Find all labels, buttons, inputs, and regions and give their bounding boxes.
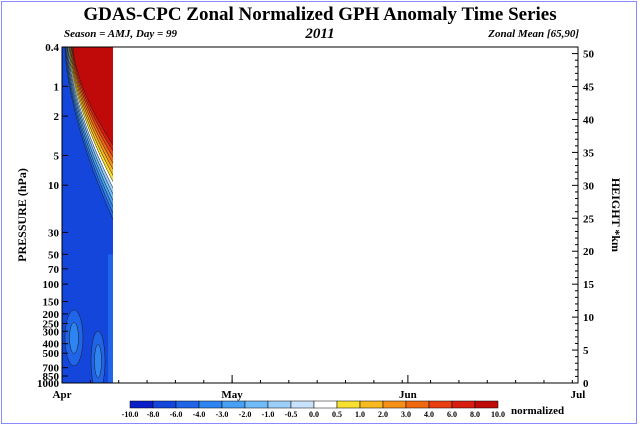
colorbar-swatch <box>290 400 315 409</box>
colorbar-level-label: 0.0 <box>309 410 319 419</box>
colorbar-swatch <box>313 400 338 409</box>
season-label: Season = AMJ, Day = 99 <box>64 28 177 40</box>
height-tick-label: 0 <box>583 378 589 390</box>
colorbar-level-label: 3.0 <box>401 410 411 419</box>
colorbar-level-label: -10.0 <box>122 410 139 419</box>
colorbar-swatch <box>267 400 292 409</box>
pressure-tick-label: 0.4 <box>45 42 59 54</box>
colorbar-level-label: 1.0 <box>355 410 365 419</box>
zonal-mean-label: Zonal Mean [65,90] <box>488 28 579 40</box>
height-axis-label: HEIGHT *km <box>609 178 623 252</box>
contour-pocket <box>94 344 102 378</box>
pressure-tick-label: 5 <box>54 150 60 162</box>
colorbar-level-label: 10.0 <box>491 410 505 419</box>
height-tick-label: 45 <box>583 82 595 94</box>
colorbar-swatch <box>221 400 246 409</box>
pressure-tick-label: 850 <box>43 371 60 383</box>
colorbar-level-label: -3.0 <box>216 410 229 419</box>
colorbar-level-label: -0.5 <box>285 410 298 419</box>
height-tick-label: 40 <box>583 114 595 126</box>
pressure-tick-label: 500 <box>43 348 60 360</box>
colorbar-unit-label: normalized <box>511 405 564 417</box>
height-tick-label: 10 <box>583 312 595 324</box>
height-axis: 0 5 10 15 20 25 30 35 40 45 50 <box>572 49 595 390</box>
pressure-tick-label: 2 <box>54 111 60 123</box>
height-tick-label: 30 <box>583 180 595 192</box>
pressure-tick-label: 70 <box>48 264 60 276</box>
height-tick-label: 5 <box>583 345 589 357</box>
colorbar-swatch <box>244 400 269 409</box>
height-tick-label: 15 <box>583 279 595 291</box>
plot-frame <box>61 46 579 384</box>
colorbar-level-label: -2.0 <box>239 410 252 419</box>
pressure-tick-label: 300 <box>43 326 60 338</box>
colorbar-swatch <box>129 400 154 409</box>
pressure-tick-label: 1000 <box>37 378 60 390</box>
pressure-tick-label: 10 <box>48 180 60 192</box>
colorbar-swatch <box>382 400 407 409</box>
data-area <box>62 47 114 383</box>
colorbar-swatch <box>428 400 453 409</box>
colorbar-level-label: 0.5 <box>332 410 342 419</box>
colorbar-swatch <box>405 400 430 409</box>
pressure-tick-label: 150 <box>43 297 60 309</box>
contour-pocket <box>69 322 79 354</box>
colorbar-level-label: -6.0 <box>170 410 183 419</box>
pressure-tick-label: 700 <box>43 363 60 375</box>
height-tick-label: 50 <box>583 49 595 61</box>
month-tick-label: Jul <box>571 389 586 401</box>
year-label: 2011 <box>305 26 335 42</box>
colorbar-swatch <box>336 400 361 409</box>
colorbar-swatch <box>152 400 177 409</box>
pressure-tick-label: 400 <box>43 339 60 351</box>
colorbar-level-label: 4.0 <box>424 410 434 419</box>
colorbar-level-label: -1.0 <box>262 410 275 419</box>
colorbar-swatch <box>359 400 384 409</box>
month-tick-label: Apr <box>53 389 72 401</box>
month-tick-label: May <box>221 389 243 401</box>
pressure-tick-label: 200 <box>43 309 60 321</box>
pressure-tick-label: 250 <box>43 318 60 330</box>
pressure-tick-label: 1 <box>54 81 60 93</box>
colorbar-level-label: 6.0 <box>447 410 457 419</box>
colorbar-swatch <box>474 400 499 409</box>
colorbar-level-label: -8.0 <box>147 410 160 419</box>
chart-title: GDAS-CPC Zonal Normalized GPH Anomaly Ti… <box>83 4 557 25</box>
pressure-axis-label: PRESSURE (hPa) <box>15 168 29 262</box>
height-tick-label: 35 <box>583 147 595 159</box>
height-tick-label: 25 <box>583 213 595 225</box>
time-axis: Apr May Jun Jul <box>53 375 586 401</box>
month-tick-label: Jun <box>399 389 417 401</box>
contour-band <box>108 254 114 383</box>
colorbar-level-label: 2.0 <box>378 410 388 419</box>
pressure-tick-label: 100 <box>43 279 60 291</box>
colorbar: -10.0 -8.0 -6.0 -4.0 -3.0 -2.0 -1.0 -0.5 0.0 0.5 1… <box>122 400 505 419</box>
colorbar-swatch <box>198 400 223 409</box>
pressure-tick-label: 30 <box>48 227 60 239</box>
contour-band <box>72 47 114 146</box>
colorbar-swatch <box>451 400 476 409</box>
pressure-tick-label: 50 <box>48 249 60 261</box>
colorbar-swatch <box>175 400 200 409</box>
height-tick-label: 20 <box>583 246 595 258</box>
colorbar-level-label: 8.0 <box>470 410 480 419</box>
colorbar-level-label: -4.0 <box>193 410 206 419</box>
